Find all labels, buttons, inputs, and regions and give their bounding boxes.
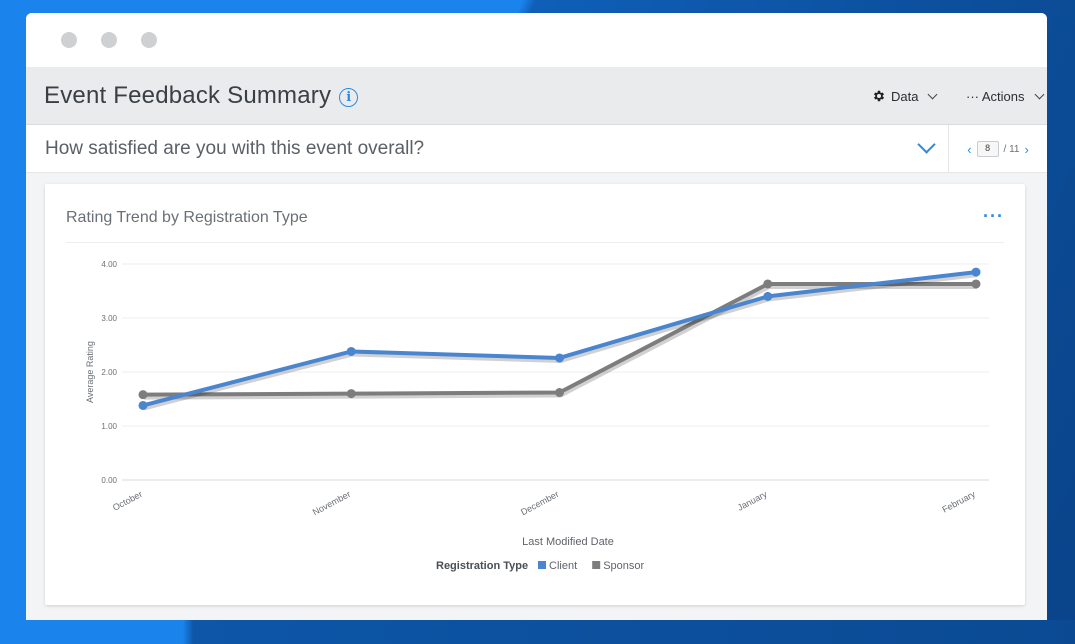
window-dot-maximize[interactable] — [141, 32, 157, 48]
series-line-shadow — [143, 282, 977, 400]
gear-icon — [873, 90, 885, 102]
data-point-sponsor — [555, 388, 564, 398]
x-tick-label: December — [519, 489, 560, 517]
question-dropdown-chevron-icon[interactable] — [917, 135, 936, 154]
window-dot-close[interactable] — [61, 32, 77, 48]
chevron-down-icon — [1034, 89, 1044, 99]
x-axis-label: Last Modified Date — [522, 536, 614, 548]
data-menu-label: Data — [891, 88, 919, 104]
app-window: Event Feedback Summary i Data ··· Action… — [26, 13, 1047, 620]
data-point-sponsor — [971, 279, 981, 289]
question-text: How satisfied are you with this event ov… — [45, 137, 425, 159]
card-more-options-icon[interactable]: ··· — [983, 206, 1004, 226]
question-pager: ‹ 8 / 11 › — [948, 125, 1047, 173]
series-line-client — [142, 270, 977, 408]
actions-menu-label: ··· Actions — [966, 88, 1025, 104]
background-band — [0, 620, 1075, 644]
legend-label-client: Client — [549, 560, 577, 572]
chevron-down-icon — [928, 89, 938, 99]
y-tick-label: 2.00 — [101, 368, 117, 377]
data-point-client — [138, 400, 148, 410]
card-divider — [66, 242, 1004, 243]
y-tick-label: 0.00 — [101, 476, 117, 485]
window-titlebar — [26, 13, 1047, 67]
y-tick-label: 1.00 — [101, 422, 117, 431]
pager-page-input[interactable]: 8 — [976, 141, 999, 157]
data-point-client — [555, 353, 564, 363]
pager-total: / 11 — [1003, 143, 1020, 155]
legend-swatch-sponsor — [592, 561, 601, 569]
chart-card: Rating Trend by Registration Type ··· 0.… — [45, 184, 1025, 605]
x-tick-label: February — [940, 489, 977, 515]
actions-menu-button[interactable]: ··· Actions — [966, 67, 1044, 125]
legend-swatch-client — [538, 561, 546, 569]
data-point-sponsor — [763, 279, 773, 289]
legend-label-sponsor: Sponsor — [603, 560, 644, 572]
line-chart: 0.00 1.00 2.00 3.00 4.00 October November Decem… — [85, 260, 989, 572]
question-bar: How satisfied are you with this event ov… — [26, 125, 1047, 173]
pager-prev-icon[interactable]: ‹ — [967, 141, 972, 157]
data-menu-button[interactable]: Data — [872, 67, 938, 125]
data-point-client — [763, 291, 773, 301]
x-tick-label: October — [111, 489, 144, 513]
data-point-sponsor — [346, 389, 356, 399]
y-tick-label: 3.00 — [101, 314, 117, 323]
data-point-client — [971, 267, 981, 277]
y-tick-label: 4.00 — [101, 260, 117, 269]
data-point-client — [346, 346, 356, 356]
data-point-sponsor — [138, 390, 148, 400]
pager-next-icon[interactable]: › — [1024, 141, 1029, 157]
x-tick-label: November — [311, 489, 352, 517]
x-tick-label: January — [736, 489, 769, 513]
page-header: Event Feedback Summary i Data ··· Action… — [26, 67, 1047, 125]
card-title: Rating Trend by Registration Type — [66, 209, 308, 226]
info-icon[interactable]: i — [339, 87, 359, 107]
page-title: Event Feedback Summary — [44, 81, 332, 109]
legend-title: Registration Type — [436, 560, 528, 572]
window-dot-minimize[interactable] — [101, 32, 117, 48]
series-line-shadow — [143, 271, 978, 411]
y-axis-label: Average Rating — [85, 341, 95, 403]
